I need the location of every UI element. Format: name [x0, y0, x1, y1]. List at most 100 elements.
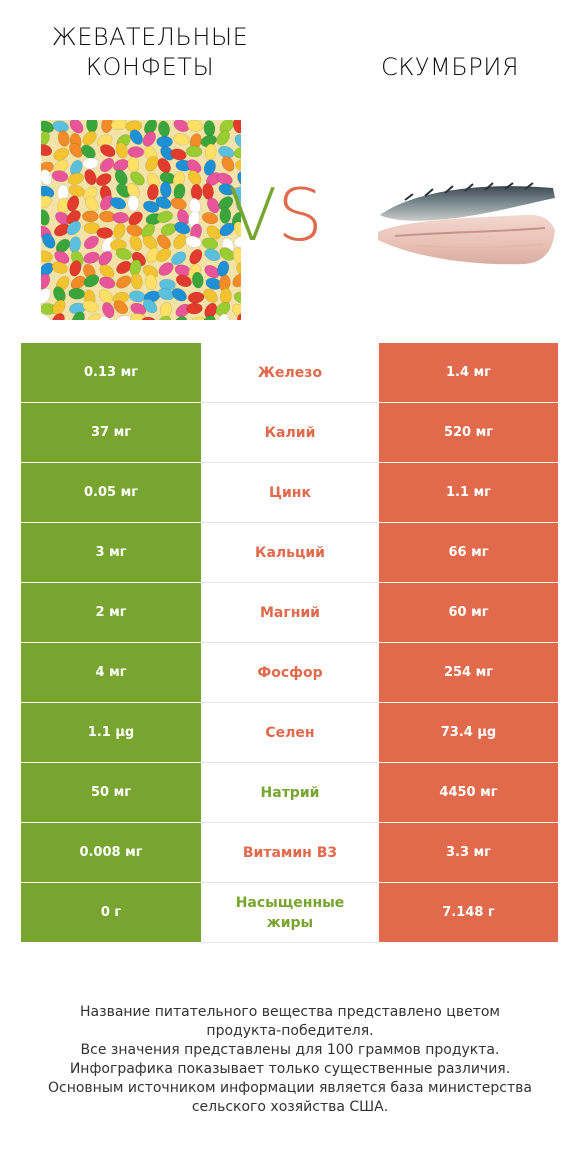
- jelly-bean-shape: [204, 248, 221, 262]
- jelly-bean-shape: [99, 264, 115, 279]
- jelly-bean-shape: [115, 247, 132, 261]
- footer-note: Название питательного вещества представл…: [20, 1003, 560, 1117]
- table-row: 0.05 мг Цинк 1.1 мг: [21, 463, 558, 523]
- jelly-bean-shape: [113, 300, 129, 315]
- table-row: 3 мг Кальций 66 мг: [21, 523, 558, 583]
- jelly-bean-shape: [174, 221, 191, 235]
- jelly-beans-image: [41, 120, 241, 320]
- jelly-bean-shape: [83, 251, 100, 264]
- jelly-bean-shape: [116, 260, 132, 275]
- jelly-bean-shape: [127, 194, 140, 212]
- jelly-bean-shape: [160, 145, 175, 161]
- jelly-bean-shape: [52, 120, 69, 133]
- jelly-bean-shape: [66, 195, 80, 212]
- jelly-bean-shape: [53, 147, 70, 161]
- jelly-bean-shape: [42, 233, 56, 249]
- jelly-bean-shape: [156, 210, 173, 223]
- jelly-bean-shape: [41, 131, 50, 147]
- jelly-bean-shape: [127, 146, 145, 158]
- jelly-bean-shape: [156, 315, 172, 320]
- jelly-bean-shape: [185, 235, 202, 248]
- jelly-bean-shape: [215, 301, 231, 316]
- nutrient-name-cell: Магний: [201, 583, 379, 643]
- jelly-bean-shape: [156, 234, 171, 250]
- jelly-bean-shape: [82, 210, 99, 223]
- jelly-bean-shape: [142, 235, 158, 250]
- right-value-cell: 1.1 мг: [379, 463, 558, 523]
- jelly-bean-shape: [203, 288, 218, 303]
- vs-s-letter: S: [277, 173, 323, 257]
- jelly-bean-shape: [142, 131, 156, 147]
- jelly-bean-shape: [188, 170, 202, 186]
- left-title-line2: КОНФЕТЫ: [85, 53, 215, 81]
- jelly-bean-shape: [130, 273, 143, 290]
- nutrient-name-cell: Калий: [201, 403, 379, 463]
- jelly-bean-shape: [186, 120, 204, 132]
- jelly-bean-shape: [41, 262, 54, 277]
- jelly-bean-shape: [41, 273, 51, 290]
- jelly-bean-shape: [41, 169, 52, 186]
- nutrient-name-cell: Кальций: [201, 523, 379, 583]
- jelly-bean-shape: [51, 313, 65, 320]
- jelly-bean-shape: [83, 235, 99, 250]
- jelly-bean-shape: [173, 133, 190, 146]
- table-row: 37 мг Калий 520 мг: [21, 403, 558, 463]
- right-value-cell: 7.148 г: [379, 883, 558, 943]
- jelly-bean-shape: [57, 130, 70, 147]
- table-row: 2 мг Магний 60 мг: [21, 583, 558, 643]
- jelly-bean-shape: [114, 169, 128, 186]
- right-value-cell: 1.4 мг: [379, 343, 558, 403]
- jelly-bean-shape: [51, 170, 69, 183]
- left-value-cell: 3 мг: [21, 523, 201, 583]
- jelly-bean-shape: [155, 196, 172, 210]
- jelly-bean-shape: [237, 171, 241, 187]
- jelly-bean-shape: [219, 247, 235, 261]
- jelly-bean-shape: [173, 233, 187, 250]
- jelly-bean-shape: [218, 313, 230, 320]
- right-value-cell: 254 мг: [379, 643, 558, 703]
- jelly-bean-shape: [41, 144, 53, 157]
- jelly-bean-shape: [233, 235, 241, 248]
- jelly-bean-shape: [156, 135, 173, 148]
- jelly-bean-shape: [145, 156, 159, 172]
- jelly-bean-shape: [232, 273, 241, 288]
- jelly-bean-shape: [52, 299, 66, 315]
- jelly-bean-shape: [69, 120, 84, 134]
- jelly-bean-shape: [232, 120, 241, 134]
- nutrient-name-cell: Железо: [201, 343, 379, 403]
- jelly-bean-shape: [84, 196, 99, 212]
- jelly-bean-shape: [203, 159, 216, 176]
- jelly-bean-shape: [187, 291, 205, 304]
- jelly-bean-shape: [71, 311, 85, 320]
- jelly-bean-shape: [83, 222, 101, 234]
- jelly-bean-shape: [219, 120, 234, 134]
- footer-line: Все значения представлены для 100 граммо…: [80, 1042, 500, 1058]
- jelly-bean-shape: [84, 169, 97, 186]
- left-value-cell: 0.008 мг: [21, 823, 201, 883]
- jelly-bean-shape: [188, 210, 200, 228]
- jelly-bean-shape: [99, 316, 114, 320]
- nutrient-name-cell: Селен: [201, 703, 379, 763]
- jelly-bean-shape: [95, 173, 112, 187]
- jelly-bean-shape: [128, 211, 143, 226]
- jelly-bean-shape: [231, 303, 241, 318]
- jelly-bean-shape: [82, 300, 99, 313]
- nutrient-name-cell: Фосфор: [201, 643, 379, 703]
- nutrient-name-cell: Витамин B3: [201, 823, 379, 883]
- jelly-bean-shape: [236, 262, 241, 278]
- jelly-bean-shape: [41, 195, 52, 209]
- jelly-bean-shape: [86, 313, 101, 320]
- jelly-bean-shape: [217, 260, 230, 277]
- jelly-bean-shape: [189, 316, 207, 320]
- jelly-bean-shape: [204, 265, 220, 279]
- table-row: 4 мг Фосфор 254 мг: [21, 643, 558, 703]
- jelly-bean-shape: [113, 222, 126, 239]
- left-value-cell: 0.13 мг: [21, 343, 201, 403]
- right-value-cell: 4450 мг: [379, 763, 558, 823]
- mackerel-image: [375, 170, 560, 280]
- jelly-bean-shape: [115, 142, 128, 159]
- jelly-bean-shape: [235, 195, 241, 213]
- jelly-bean-shape: [142, 298, 158, 314]
- jelly-bean-shape: [70, 275, 86, 290]
- table-row: 50 мг Натрий 4450 мг: [21, 763, 558, 823]
